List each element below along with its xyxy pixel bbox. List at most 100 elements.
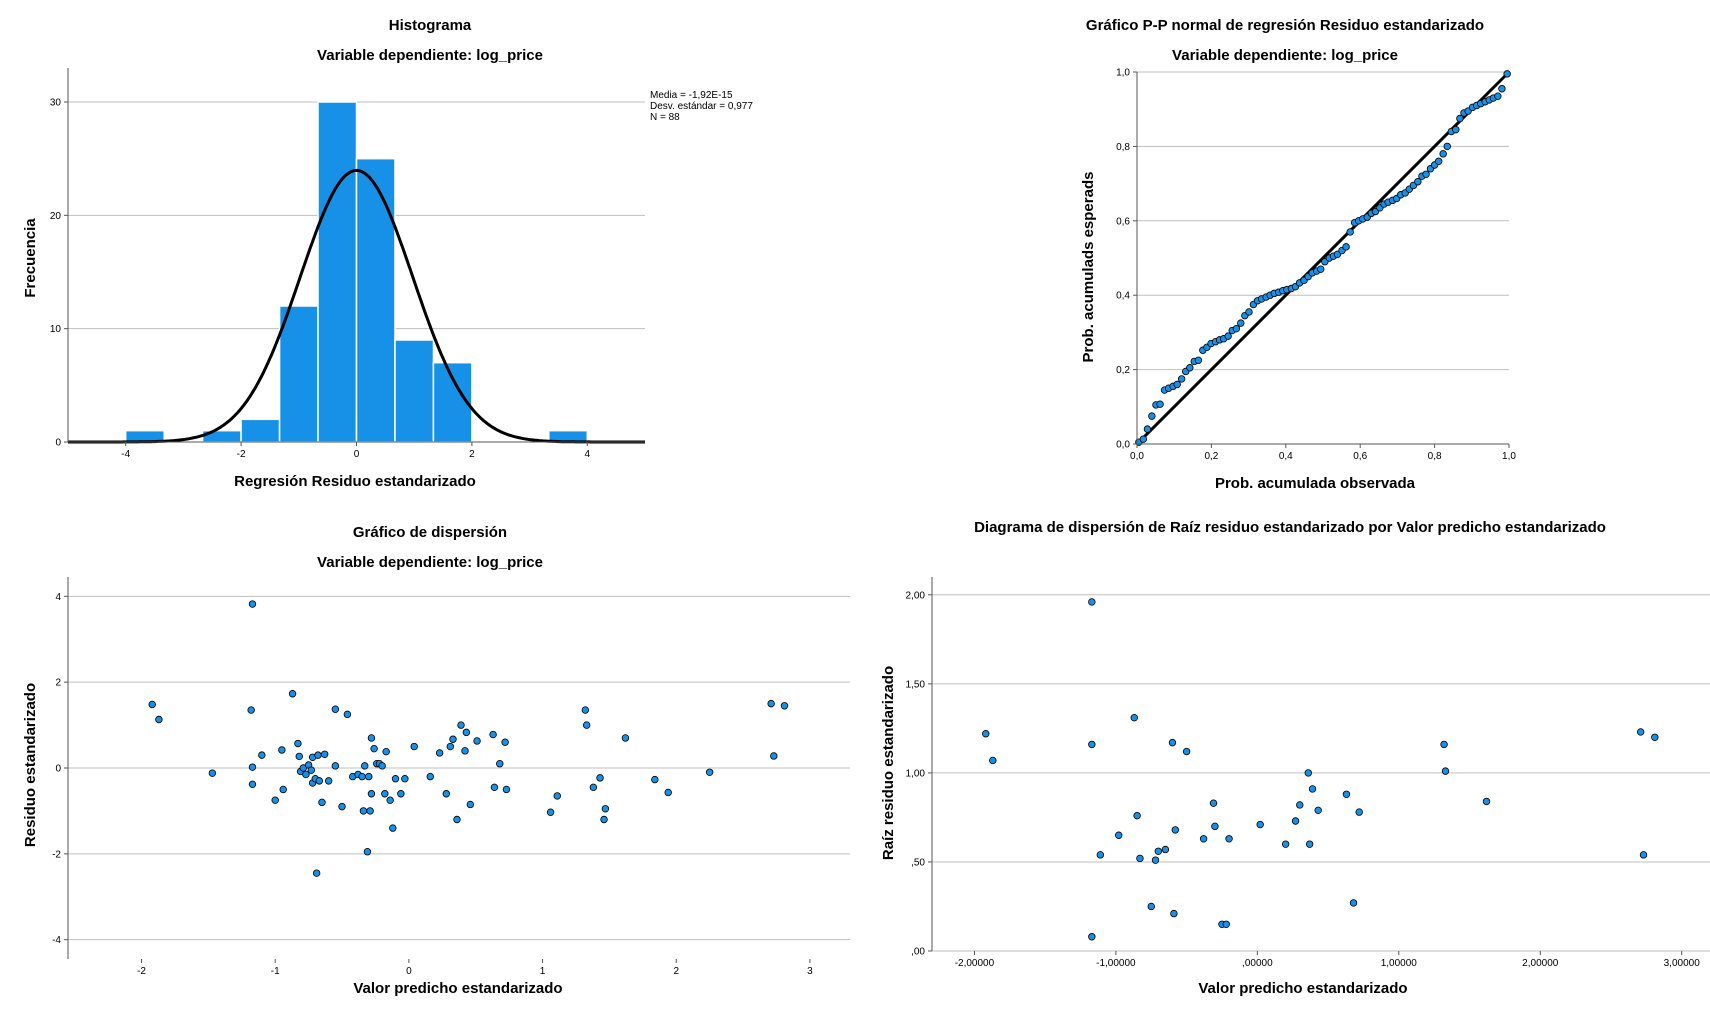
s1-point-36	[361, 762, 369, 770]
s1-point-23	[314, 751, 322, 759]
s2-x-tick-label-0: -2,00000	[955, 958, 995, 969]
scatter1-x-label: Valor predicho estandarizado	[353, 980, 562, 997]
s1-point-81	[705, 768, 714, 776]
pp-point-5	[1156, 400, 1164, 408]
s1-point-80	[664, 788, 672, 797]
pp-y-tick-label-0: 0,0	[1116, 440, 1130, 451]
s2-point-26	[1291, 817, 1300, 825]
histogram-bar-5	[355, 157, 396, 443]
s2-x-tick-label-1: -1,00000	[1096, 958, 1136, 969]
pp-point-21	[1224, 332, 1232, 340]
scatter2-x-ticks: -2,00000 -1,00000 ,00000 1,00000 2,00000 3,00…	[955, 951, 1700, 969]
s1-point-26	[320, 750, 329, 758]
histogram-bar-4	[317, 101, 358, 443]
s1-point-68	[501, 738, 509, 746]
scatter1-y-ticks: -4 -2 0 2 4	[52, 592, 68, 946]
pp-axes	[1136, 72, 1509, 445]
s1-point-77	[601, 805, 610, 813]
pp-subtitle: Variable dependiente: log_price	[1172, 47, 1398, 64]
pp-title: Gráfico P-P normal de regresión Residuo …	[1086, 17, 1484, 34]
hist-x-tick-label-0: -4	[121, 449, 130, 460]
scatter2-title: Diagrama de dispersión de Raíz residuo e…	[974, 519, 1606, 536]
pp-y-label: Prob. acumulads esperads	[1080, 172, 1097, 363]
s1-point-24	[315, 777, 324, 785]
pp-point-76	[1456, 114, 1464, 123]
pp-point-71	[1434, 157, 1443, 165]
pp-x-tick-label-5: 1,0	[1502, 451, 1516, 462]
s2-point-25	[1281, 840, 1290, 848]
s1-point-83	[770, 752, 778, 760]
s1-point-18	[307, 766, 315, 774]
s1-point-30	[338, 802, 346, 811]
pp-point-87	[1503, 70, 1511, 78]
s1-point-6	[248, 780, 257, 789]
s1-point-63	[466, 800, 475, 809]
histogram-y-ticks: 0 10 20 30	[50, 98, 68, 449]
pp-point-9	[1173, 380, 1181, 389]
s1-point-41	[367, 734, 376, 742]
s2-point-27	[1296, 801, 1304, 809]
s2-y-tick-label-2: 1,00	[906, 768, 926, 779]
s1-x-tick-label-4: 2	[673, 966, 679, 977]
s2-point-38	[1636, 728, 1645, 736]
s2-point-7	[1130, 713, 1138, 722]
s1-point-54	[426, 772, 434, 781]
s1-point-38	[365, 772, 373, 781]
scatter2-x-label: Valor predicho estandarizado	[1198, 980, 1407, 997]
s1-point-39	[366, 807, 374, 815]
pp-y-tick-label-4: 0,8	[1116, 142, 1130, 153]
s1-point-45	[378, 762, 386, 770]
s1-point-10	[279, 785, 287, 794]
s2-x-tick-label-2: ,00000	[1242, 958, 1273, 969]
s1-point-69	[502, 785, 511, 794]
s1-point-8	[271, 796, 279, 804]
s1-point-3	[247, 706, 255, 714]
s1-point-75	[596, 774, 604, 782]
s1-point-28	[331, 705, 340, 713]
s1-point-0	[148, 700, 156, 709]
s1-point-40	[367, 790, 376, 798]
hist-x-tick-label-2: 0	[354, 449, 360, 460]
s2-point-19	[1209, 799, 1218, 807]
scatter1-subtitle: Variable dependiente: log_price	[317, 554, 543, 571]
s2-point-29	[1305, 840, 1314, 848]
s2-point-8	[1133, 811, 1141, 820]
hist-x-tick-label-3: 2	[469, 449, 475, 460]
s1-x-tick-label-3: 1	[540, 966, 546, 977]
s1-point-51	[397, 790, 405, 798]
s1-point-25	[318, 798, 326, 807]
pp-x-label: Prob. acumulada observada	[1215, 475, 1416, 492]
histogram-y-label: Frecuencia	[22, 218, 39, 298]
s2-point-28	[1304, 769, 1312, 777]
pp-y-tick-label-1: 0,2	[1116, 365, 1130, 376]
s2-point-15	[1170, 909, 1178, 918]
histogram-chart: Histograma Variable dependiente: log_pri…	[22, 17, 753, 490]
pp-reference-line	[1135, 70, 1511, 446]
s1-point-76	[600, 815, 608, 824]
pp-point-24	[1237, 319, 1245, 327]
scatter1-title: Gráfico de dispersión	[353, 524, 507, 541]
histogram-bar-6	[394, 339, 435, 443]
s1-point-16	[302, 770, 310, 779]
pp-point-2	[1143, 425, 1152, 433]
s1-point-11	[288, 690, 297, 698]
scatter1-y-label: Residuo estandarizado	[22, 683, 39, 847]
pp-y-ticks: 0,0 0,2 0,4 0,6 0,8 1,0	[1116, 68, 1137, 451]
pp-y-tick-label-2: 0,4	[1116, 291, 1130, 302]
pp-x-tick-label-4: 0,8	[1428, 451, 1442, 462]
pp-point-49	[1342, 243, 1350, 251]
s1-point-50	[391, 775, 400, 783]
scatter1-gridlines	[68, 595, 850, 941]
normal-curve	[68, 168, 645, 444]
histogram-x-ticks: -4 -2 0 2 4	[121, 442, 591, 460]
s1-x-tick-label-1: -1	[271, 966, 280, 977]
s2-x-tick-label-4: 2,00000	[1522, 958, 1559, 969]
s1-point-52	[401, 775, 409, 783]
s1-point-79	[651, 775, 659, 784]
scatter2-points	[982, 598, 1659, 941]
s1-point-60	[457, 721, 465, 729]
scatter2-gridlines	[932, 594, 1710, 952]
pp-point-12	[1186, 364, 1194, 372]
pp-point-14	[1194, 356, 1203, 364]
s1-point-9	[278, 746, 286, 754]
